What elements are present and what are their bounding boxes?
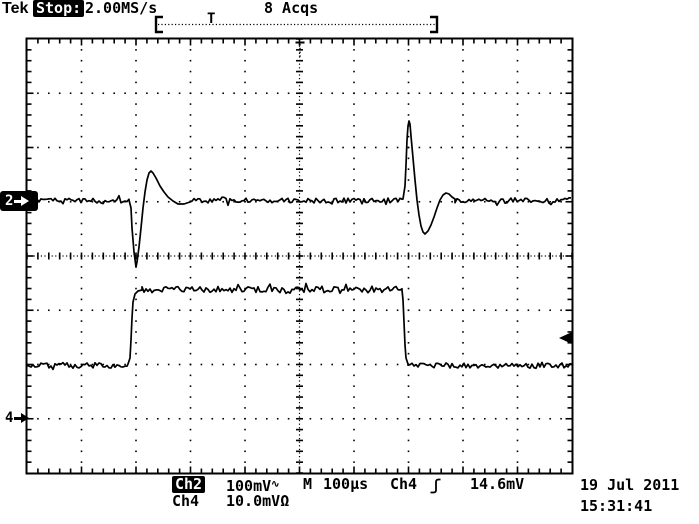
ch4-scale-readout: 10.0mVΩ bbox=[226, 493, 289, 510]
date-stamp: 19 Jul 2011 bbox=[580, 476, 680, 494]
acquisition-status-badge: Stop: bbox=[33, 0, 85, 17]
sample-rate-readout: 2.00MS/s bbox=[85, 0, 158, 17]
ch2-readout-badge: Ch2 bbox=[172, 476, 206, 493]
trigger-level-arrow-icon bbox=[559, 332, 572, 344]
ch2-scale-value: 100mV bbox=[226, 477, 272, 495]
ch2-ground-marker: 2 bbox=[0, 191, 38, 211]
ch4-readout-label: Ch4 bbox=[172, 492, 200, 510]
ch4-scale-value: 10.0mV bbox=[226, 492, 281, 510]
ch4-trace bbox=[26, 282, 573, 371]
timebase-label: M bbox=[303, 475, 313, 493]
ch2-scale-readout: 100mV∿ bbox=[226, 476, 280, 495]
ch2-marker-label: 2 bbox=[5, 193, 14, 209]
right-arrow-icon bbox=[14, 416, 22, 420]
ch4-marker-label: 4 bbox=[5, 410, 14, 426]
trigger-position-marker bbox=[295, 41, 305, 57]
right-arrow-icon bbox=[14, 199, 22, 203]
record-view-trigger-t: T bbox=[207, 11, 216, 27]
graticule-grid bbox=[25, 37, 574, 475]
time-stamp: 15:31:41 bbox=[580, 497, 653, 515]
ac-coupling-icon: ∿ bbox=[271, 479, 280, 490]
trigger-level-readout: 14.6mV bbox=[470, 475, 525, 493]
rising-edge-icon bbox=[430, 478, 441, 494]
timebase-readout: 100µs bbox=[323, 475, 369, 493]
acquisition-count: 8 Acqs bbox=[264, 0, 319, 17]
right-arrow-icon bbox=[21, 413, 30, 423]
ohm-impedance-icon: Ω bbox=[280, 492, 290, 510]
record-view-bar bbox=[154, 15, 439, 34]
ch4-ground-marker: 4 bbox=[1, 408, 37, 428]
tek-logo: Tek bbox=[2, 0, 29, 17]
ch2-trace bbox=[26, 120, 571, 268]
trigger-source-readout: Ch4 bbox=[390, 475, 418, 493]
right-arrow-icon bbox=[21, 196, 30, 206]
